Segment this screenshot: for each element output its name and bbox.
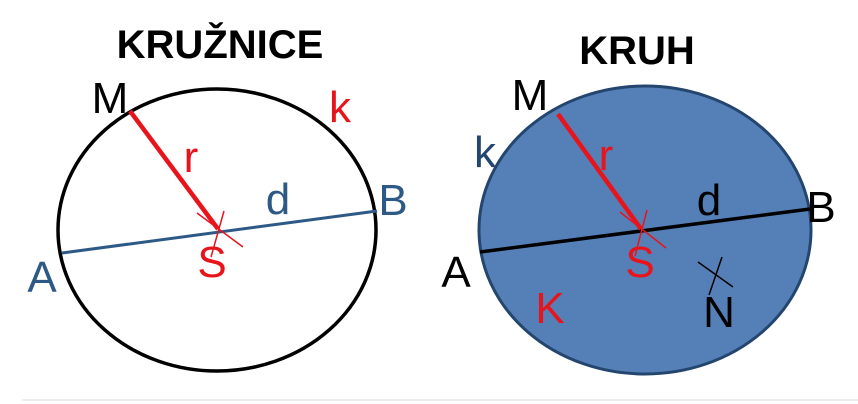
disk-label-K: K <box>535 284 564 333</box>
center-cross-stroke <box>196 212 244 248</box>
radius-label-r: r <box>599 131 614 180</box>
center-cross-stroke <box>210 210 225 258</box>
center-cross-mark <box>196 210 244 258</box>
radius-label-r: r <box>184 133 199 182</box>
diameter-line <box>479 207 811 254</box>
point-label-A: A <box>27 253 57 302</box>
kruznice-title: KRUŽNICE <box>117 21 324 67</box>
circle-label-k: k <box>329 83 352 132</box>
circle-label-k: k <box>474 128 497 177</box>
center-label-S: S <box>197 238 226 287</box>
diameter-label-d: d <box>697 176 721 225</box>
point-n-cross-mark <box>697 256 734 296</box>
radius-line <box>556 112 643 231</box>
radius-line <box>128 109 220 231</box>
point-label-B: B <box>378 176 407 225</box>
center-label-S: S <box>625 238 654 287</box>
center-cross-mark <box>619 209 667 257</box>
point-label-A: A <box>441 248 471 297</box>
point-label-M: M <box>512 71 549 120</box>
n-cross-stroke <box>708 256 723 296</box>
point-label-B: B <box>806 183 835 232</box>
point-label-N: N <box>703 288 735 337</box>
circle-outline <box>56 87 378 373</box>
kruh-title: KRUH <box>579 29 695 73</box>
point-label-M: M <box>92 74 129 123</box>
center-cross-stroke <box>619 211 667 249</box>
diameter-label-d: d <box>266 175 290 224</box>
kruh-diagram: KRUH M k r d B A S K N <box>441 29 836 376</box>
kruznice-diagram: KRUŽNICE M k r d B A S <box>27 21 408 373</box>
diameter-line <box>61 209 378 255</box>
center-cross-stroke <box>634 209 648 257</box>
